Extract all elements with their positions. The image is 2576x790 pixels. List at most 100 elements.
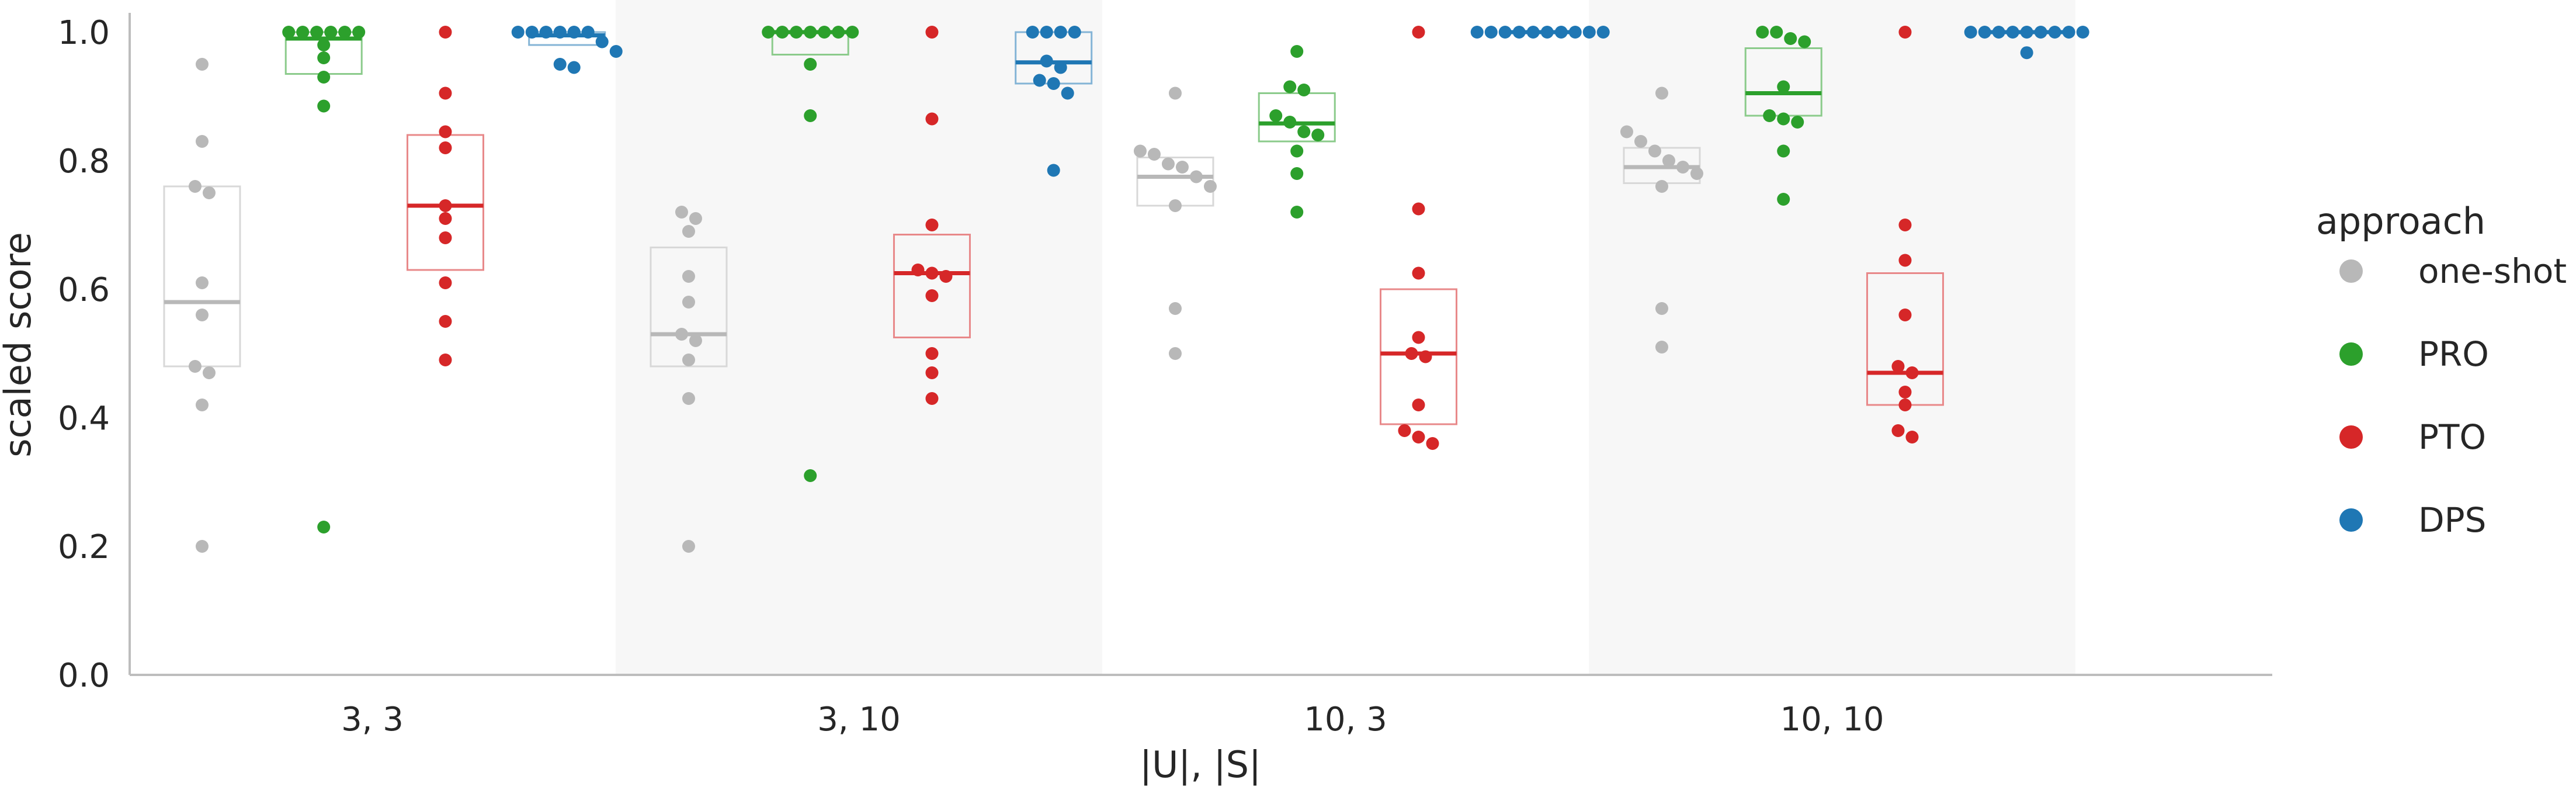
point-one-shot bbox=[1168, 86, 1182, 100]
legend-label: PRO bbox=[2418, 334, 2489, 374]
point-one-shot bbox=[195, 276, 209, 289]
point-one-shot bbox=[1655, 86, 1668, 100]
point-PTO bbox=[1426, 437, 1439, 450]
legend-marker bbox=[2339, 508, 2363, 532]
point-one-shot bbox=[202, 366, 216, 379]
point-PRO bbox=[317, 99, 331, 113]
point-PRO bbox=[846, 26, 859, 39]
point-PTO bbox=[439, 125, 452, 138]
point-DPS bbox=[2006, 26, 2019, 39]
point-PRO bbox=[317, 521, 331, 533]
point-one-shot bbox=[1634, 135, 1647, 148]
point-one-shot bbox=[682, 296, 695, 309]
point-one-shot bbox=[682, 270, 695, 283]
point-PRO bbox=[804, 26, 817, 39]
point-PTO bbox=[925, 266, 939, 280]
point-PRO bbox=[790, 26, 803, 39]
point-DPS bbox=[553, 26, 567, 39]
y-axis-title: scaled score bbox=[0, 232, 39, 457]
point-PRO bbox=[1283, 80, 1297, 93]
point-PRO bbox=[776, 26, 789, 39]
point-PTO bbox=[439, 141, 452, 154]
legend-marker bbox=[2339, 425, 2363, 449]
point-PRO bbox=[1297, 84, 1311, 96]
point-DPS bbox=[1047, 77, 1060, 90]
point-one-shot bbox=[195, 58, 209, 71]
point-one-shot bbox=[195, 540, 209, 553]
point-PRO bbox=[317, 39, 331, 51]
point-PRO bbox=[1777, 112, 1790, 126]
legend-label: DPS bbox=[2418, 500, 2486, 540]
point-DPS bbox=[1026, 26, 1039, 39]
point-PRO bbox=[1756, 26, 1769, 39]
point-one-shot bbox=[689, 334, 702, 347]
point-DPS bbox=[2020, 26, 2033, 39]
point-PTO bbox=[925, 347, 939, 360]
point-one-shot bbox=[195, 399, 209, 411]
point-PTO bbox=[925, 289, 939, 302]
legend: approach one-shot PRO PTO DPS bbox=[2316, 200, 2567, 540]
point-DPS bbox=[1061, 86, 1074, 100]
point-PRO bbox=[804, 469, 817, 482]
point-PTO bbox=[1898, 254, 1912, 267]
point-one-shot bbox=[682, 540, 695, 553]
y-tick-label: 0.4 bbox=[58, 400, 110, 438]
point-one-shot bbox=[1655, 180, 1668, 193]
point-DPS bbox=[539, 26, 553, 39]
box-PRO bbox=[1258, 92, 1336, 143]
point-PRO bbox=[1784, 32, 1797, 45]
box-one-shot bbox=[163, 185, 241, 368]
point-one-shot bbox=[1168, 347, 1182, 360]
point-PTO bbox=[439, 315, 452, 328]
point-one-shot bbox=[1203, 180, 1217, 193]
group-band bbox=[616, 0, 1102, 675]
point-DPS bbox=[2020, 46, 2033, 60]
point-PRO bbox=[1763, 109, 1776, 122]
point-PTO bbox=[439, 276, 452, 289]
y-tick-label: 0.6 bbox=[58, 271, 110, 309]
point-PTO bbox=[439, 212, 452, 225]
point-one-shot bbox=[188, 180, 202, 193]
point-DPS bbox=[1512, 26, 1526, 39]
point-PRO bbox=[317, 51, 331, 64]
point-PTO bbox=[1419, 350, 1432, 363]
point-PTO bbox=[1898, 386, 1912, 399]
point-one-shot bbox=[1655, 302, 1668, 315]
point-DPS bbox=[2048, 26, 2061, 39]
point-PRO bbox=[1297, 125, 1311, 138]
legend-marker bbox=[2339, 259, 2363, 283]
point-one-shot bbox=[675, 328, 688, 341]
point-PTO bbox=[1412, 331, 1425, 344]
box-PTO bbox=[893, 234, 971, 338]
point-DPS bbox=[1964, 26, 1977, 39]
point-PRO bbox=[1290, 144, 1304, 158]
point-one-shot bbox=[195, 135, 209, 148]
point-PTO bbox=[925, 26, 939, 39]
point-DPS bbox=[511, 26, 525, 39]
point-DPS bbox=[1568, 26, 1582, 39]
point-one-shot bbox=[1175, 161, 1189, 174]
point-DPS bbox=[1040, 54, 1053, 68]
point-PRO bbox=[317, 71, 331, 84]
point-one-shot bbox=[1147, 148, 1161, 161]
point-PRO bbox=[762, 26, 775, 39]
point-one-shot bbox=[675, 206, 688, 219]
point-DPS bbox=[1068, 26, 1081, 39]
point-DPS bbox=[2062, 26, 2075, 39]
point-one-shot bbox=[1655, 341, 1668, 354]
point-PTO bbox=[939, 270, 953, 283]
point-PTO bbox=[925, 219, 939, 231]
legend-label: PTO bbox=[2418, 417, 2486, 457]
point-one-shot bbox=[682, 354, 695, 366]
point-PRO bbox=[1777, 144, 1790, 158]
point-PTO bbox=[439, 199, 452, 212]
point-one-shot bbox=[682, 225, 695, 238]
point-PTO bbox=[1898, 219, 1912, 231]
point-PRO bbox=[296, 26, 310, 39]
point-PTO bbox=[1898, 399, 1912, 411]
point-DPS bbox=[1582, 26, 1596, 39]
point-PRO bbox=[1283, 116, 1297, 129]
point-DPS bbox=[553, 58, 567, 71]
point-one-shot bbox=[682, 392, 695, 405]
